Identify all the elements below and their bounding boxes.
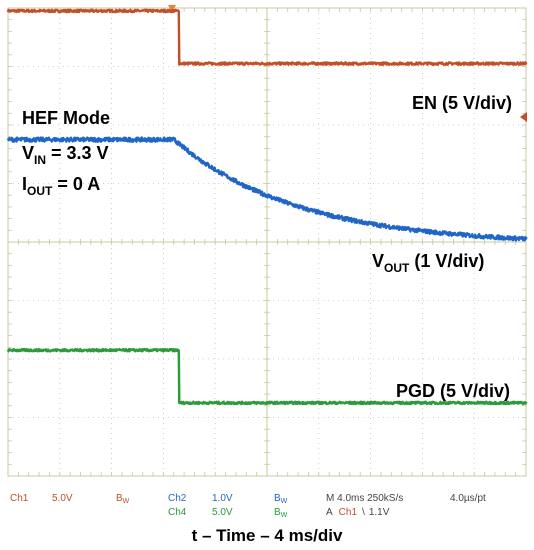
trigger-readout: A Ch1 \ 1.1V <box>326 507 390 518</box>
ch1-name: Ch1 <box>10 493 29 504</box>
vin-label: VIN = 3.3 V <box>22 143 109 167</box>
ch4-name: Ch4 <box>168 507 187 518</box>
traces <box>6 8 528 406</box>
ch4-scale: 5.0V <box>212 507 233 518</box>
series-label-vout: VOUT (1 V/div) <box>372 251 484 275</box>
mode-label: HEF Mode <box>22 108 110 128</box>
trigger-position-marker <box>168 5 176 12</box>
graticule <box>7 7 527 477</box>
per-point-readout: 4.0µs/pt <box>450 493 486 504</box>
x-axis-label: t – Time – 4 ms/div <box>191 526 343 545</box>
ch1-scale: 5.0V <box>52 493 73 504</box>
ch1-bw: BW <box>116 493 130 505</box>
ch2-scale: 1.0V <box>212 493 233 504</box>
ch2-bw: BW <box>274 493 288 505</box>
trigger-level-marker <box>520 112 527 122</box>
trace-en <box>6 8 528 66</box>
status-bar: Ch1 5.0V BW Ch2 1.0V BW Ch4 5.0V BW M 4.… <box>10 493 486 519</box>
iout-label: IOUT = 0 A <box>22 174 100 198</box>
series-label-en: EN (5 V/div) <box>412 93 512 113</box>
trace-vout <box>6 136 528 242</box>
trigger-markers <box>168 5 527 122</box>
timebase-readout: M 4.0ms 250kS/s <box>326 493 403 504</box>
ch4-bw: BW <box>274 507 288 519</box>
ch2-name: Ch2 <box>168 493 187 504</box>
trace-pgd <box>6 347 528 406</box>
series-label-pgd: PGD (5 V/div) <box>396 381 510 401</box>
